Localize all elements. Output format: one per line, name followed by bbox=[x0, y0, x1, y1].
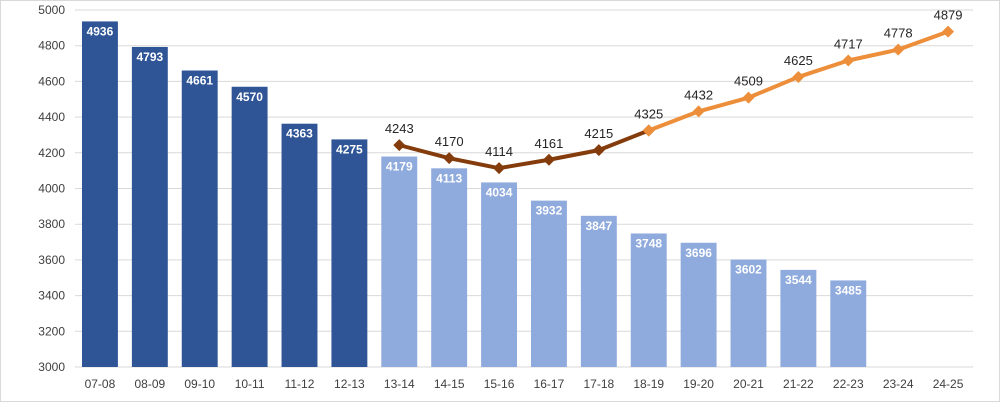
x-tick-label: 09-10 bbox=[184, 377, 215, 391]
line-point bbox=[443, 152, 456, 165]
y-tick-label: 4800 bbox=[38, 39, 65, 53]
y-axis-ticks: 3000 3200 3400 3600 3800 4000 4200 4400 4600 4800… bbox=[38, 3, 65, 374]
gridlines bbox=[75, 9, 973, 368]
line-point bbox=[592, 144, 605, 157]
bar-value-label: 4179 bbox=[386, 160, 413, 174]
y-tick-label: 4000 bbox=[38, 182, 65, 196]
line-point bbox=[942, 25, 955, 38]
line-value-label: 4215 bbox=[584, 126, 613, 141]
bar-value-label: 3696 bbox=[685, 246, 712, 260]
x-tick-label: 22-23 bbox=[833, 377, 864, 391]
bar-value-label: 4570 bbox=[236, 90, 263, 104]
line-value-label: 4161 bbox=[534, 136, 563, 151]
x-tick-label: 13-14 bbox=[384, 377, 415, 391]
x-tick-label: 18-19 bbox=[633, 377, 664, 391]
x-tick-label: 12-13 bbox=[334, 377, 365, 391]
bar-value-label: 4034 bbox=[486, 185, 513, 199]
x-tick-label: 19-20 bbox=[683, 377, 714, 391]
x-tick-label: 17-18 bbox=[583, 377, 614, 391]
x-tick-label: 24-25 bbox=[933, 377, 964, 391]
line-point bbox=[493, 162, 506, 175]
line-point bbox=[892, 43, 905, 56]
bar bbox=[331, 139, 368, 367]
bar bbox=[830, 280, 867, 367]
series-line bbox=[398, 128, 650, 171]
x-tick-label: 10-11 bbox=[235, 377, 265, 391]
line-value-label: 4717 bbox=[834, 37, 863, 52]
line-point bbox=[742, 91, 755, 104]
bar-value-label: 4275 bbox=[336, 142, 363, 156]
bar bbox=[181, 70, 218, 367]
bar bbox=[780, 269, 817, 367]
bar bbox=[431, 168, 468, 367]
bar bbox=[481, 182, 518, 367]
x-tick-label: 14-15 bbox=[434, 377, 465, 391]
line-point bbox=[792, 70, 805, 83]
x-tick-label: 08-09 bbox=[134, 377, 165, 391]
y-tick-label: 3200 bbox=[38, 324, 65, 338]
bar bbox=[281, 123, 318, 367]
line-value-label: 4509 bbox=[734, 74, 763, 89]
line-value-label: 4170 bbox=[435, 134, 464, 149]
bar bbox=[381, 156, 418, 367]
bar-value-label: 4936 bbox=[87, 24, 114, 38]
y-tick-label: 4400 bbox=[38, 110, 65, 124]
y-tick-label: 3800 bbox=[38, 217, 65, 231]
y-tick-label: 3600 bbox=[38, 253, 65, 267]
line-point bbox=[542, 153, 555, 166]
line-value-label: 4243 bbox=[385, 121, 414, 136]
y-tick-label: 5000 bbox=[38, 3, 65, 17]
line-value-label: 4778 bbox=[884, 26, 913, 41]
x-tick-label: 11-12 bbox=[285, 377, 315, 391]
x-tick-label: 07-08 bbox=[85, 377, 116, 391]
bar bbox=[131, 46, 168, 368]
line-point bbox=[692, 105, 705, 118]
x-axis-ticks: 07-08 08-09 09-10 10-11 11-12 12-13 13-14 14-15… bbox=[85, 377, 964, 391]
lines: 4243 4170 4114 4161 4215 4325 4432 4509 4625 4717… bbox=[385, 8, 963, 175]
x-tick-label: 20-21 bbox=[733, 377, 764, 391]
bar-value-label: 4661 bbox=[186, 74, 213, 88]
line-point bbox=[393, 139, 406, 152]
y-tick-label: 3400 bbox=[38, 289, 65, 303]
bar-value-label: 3847 bbox=[585, 219, 612, 233]
x-tick-label: 21-22 bbox=[783, 377, 814, 391]
bar bbox=[580, 215, 617, 367]
bar-value-label: 4363 bbox=[286, 127, 313, 141]
y-tick-label: 4600 bbox=[38, 74, 65, 88]
line-value-label: 4325 bbox=[634, 106, 663, 121]
bar bbox=[630, 233, 667, 367]
bar bbox=[231, 86, 268, 367]
bar bbox=[730, 259, 767, 367]
bar bbox=[81, 21, 118, 367]
bar-value-label: 4113 bbox=[436, 171, 462, 185]
line-point bbox=[642, 124, 655, 137]
x-tick-label: 16-17 bbox=[534, 377, 565, 391]
line-value-label: 4625 bbox=[784, 53, 813, 68]
bar bbox=[680, 242, 717, 367]
bar bbox=[530, 200, 567, 367]
bar-value-label: 3748 bbox=[635, 236, 662, 250]
y-tick-label: 4200 bbox=[38, 146, 65, 160]
x-tick-label: 23-24 bbox=[883, 377, 914, 391]
bar-value-label: 3544 bbox=[785, 273, 812, 287]
line-value-label: 4114 bbox=[485, 144, 513, 159]
bar-value-label: 4793 bbox=[136, 50, 163, 64]
bar-value-label: 3485 bbox=[835, 283, 862, 297]
x-tick-label: 15-16 bbox=[484, 377, 515, 391]
y-tick-label: 3000 bbox=[38, 360, 65, 374]
line-value-label: 4432 bbox=[684, 87, 713, 102]
line-value-label: 4879 bbox=[934, 8, 963, 23]
bar-value-label: 3602 bbox=[735, 263, 762, 277]
bar-value-label: 3932 bbox=[536, 204, 563, 218]
line-point bbox=[842, 54, 855, 67]
bars: 4936 4793 4661 4570 4363 4275 4179 4113 4034 3932… bbox=[81, 21, 867, 368]
